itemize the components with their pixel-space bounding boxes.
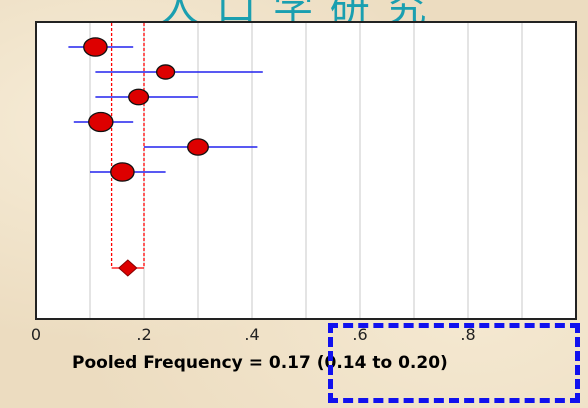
pooled-frequency-text: Pooled Frequency = 0.17 (0.14 to 0.20) [72, 353, 448, 373]
pooled-estimate-value: 0.17 [268, 353, 311, 373]
pooled-equals: = [248, 353, 263, 373]
highlight-box [328, 323, 580, 403]
study-point [83, 37, 108, 57]
x-tick-label: .4 [244, 325, 259, 344]
x-axis-tick-labels: 0 .2 .4 .6 .8 [31, 325, 476, 344]
x-tick-label: .8 [460, 325, 475, 344]
x-tick-label: 0 [31, 325, 41, 344]
study-point [155, 64, 176, 80]
study-point [128, 88, 150, 106]
study-point [88, 111, 114, 133]
pooled-band [110, 23, 145, 277]
study-point [187, 138, 209, 156]
study-estimates [68, 37, 263, 182]
study-point [110, 162, 135, 182]
pooled-diamond [118, 259, 138, 277]
pooled-label: Pooled Frequency [72, 353, 243, 373]
x-tick-label: .2 [136, 325, 151, 344]
x-tick-label: .6 [352, 325, 367, 344]
pooled-ci-value: (0.14 to 0.20) [316, 353, 448, 373]
